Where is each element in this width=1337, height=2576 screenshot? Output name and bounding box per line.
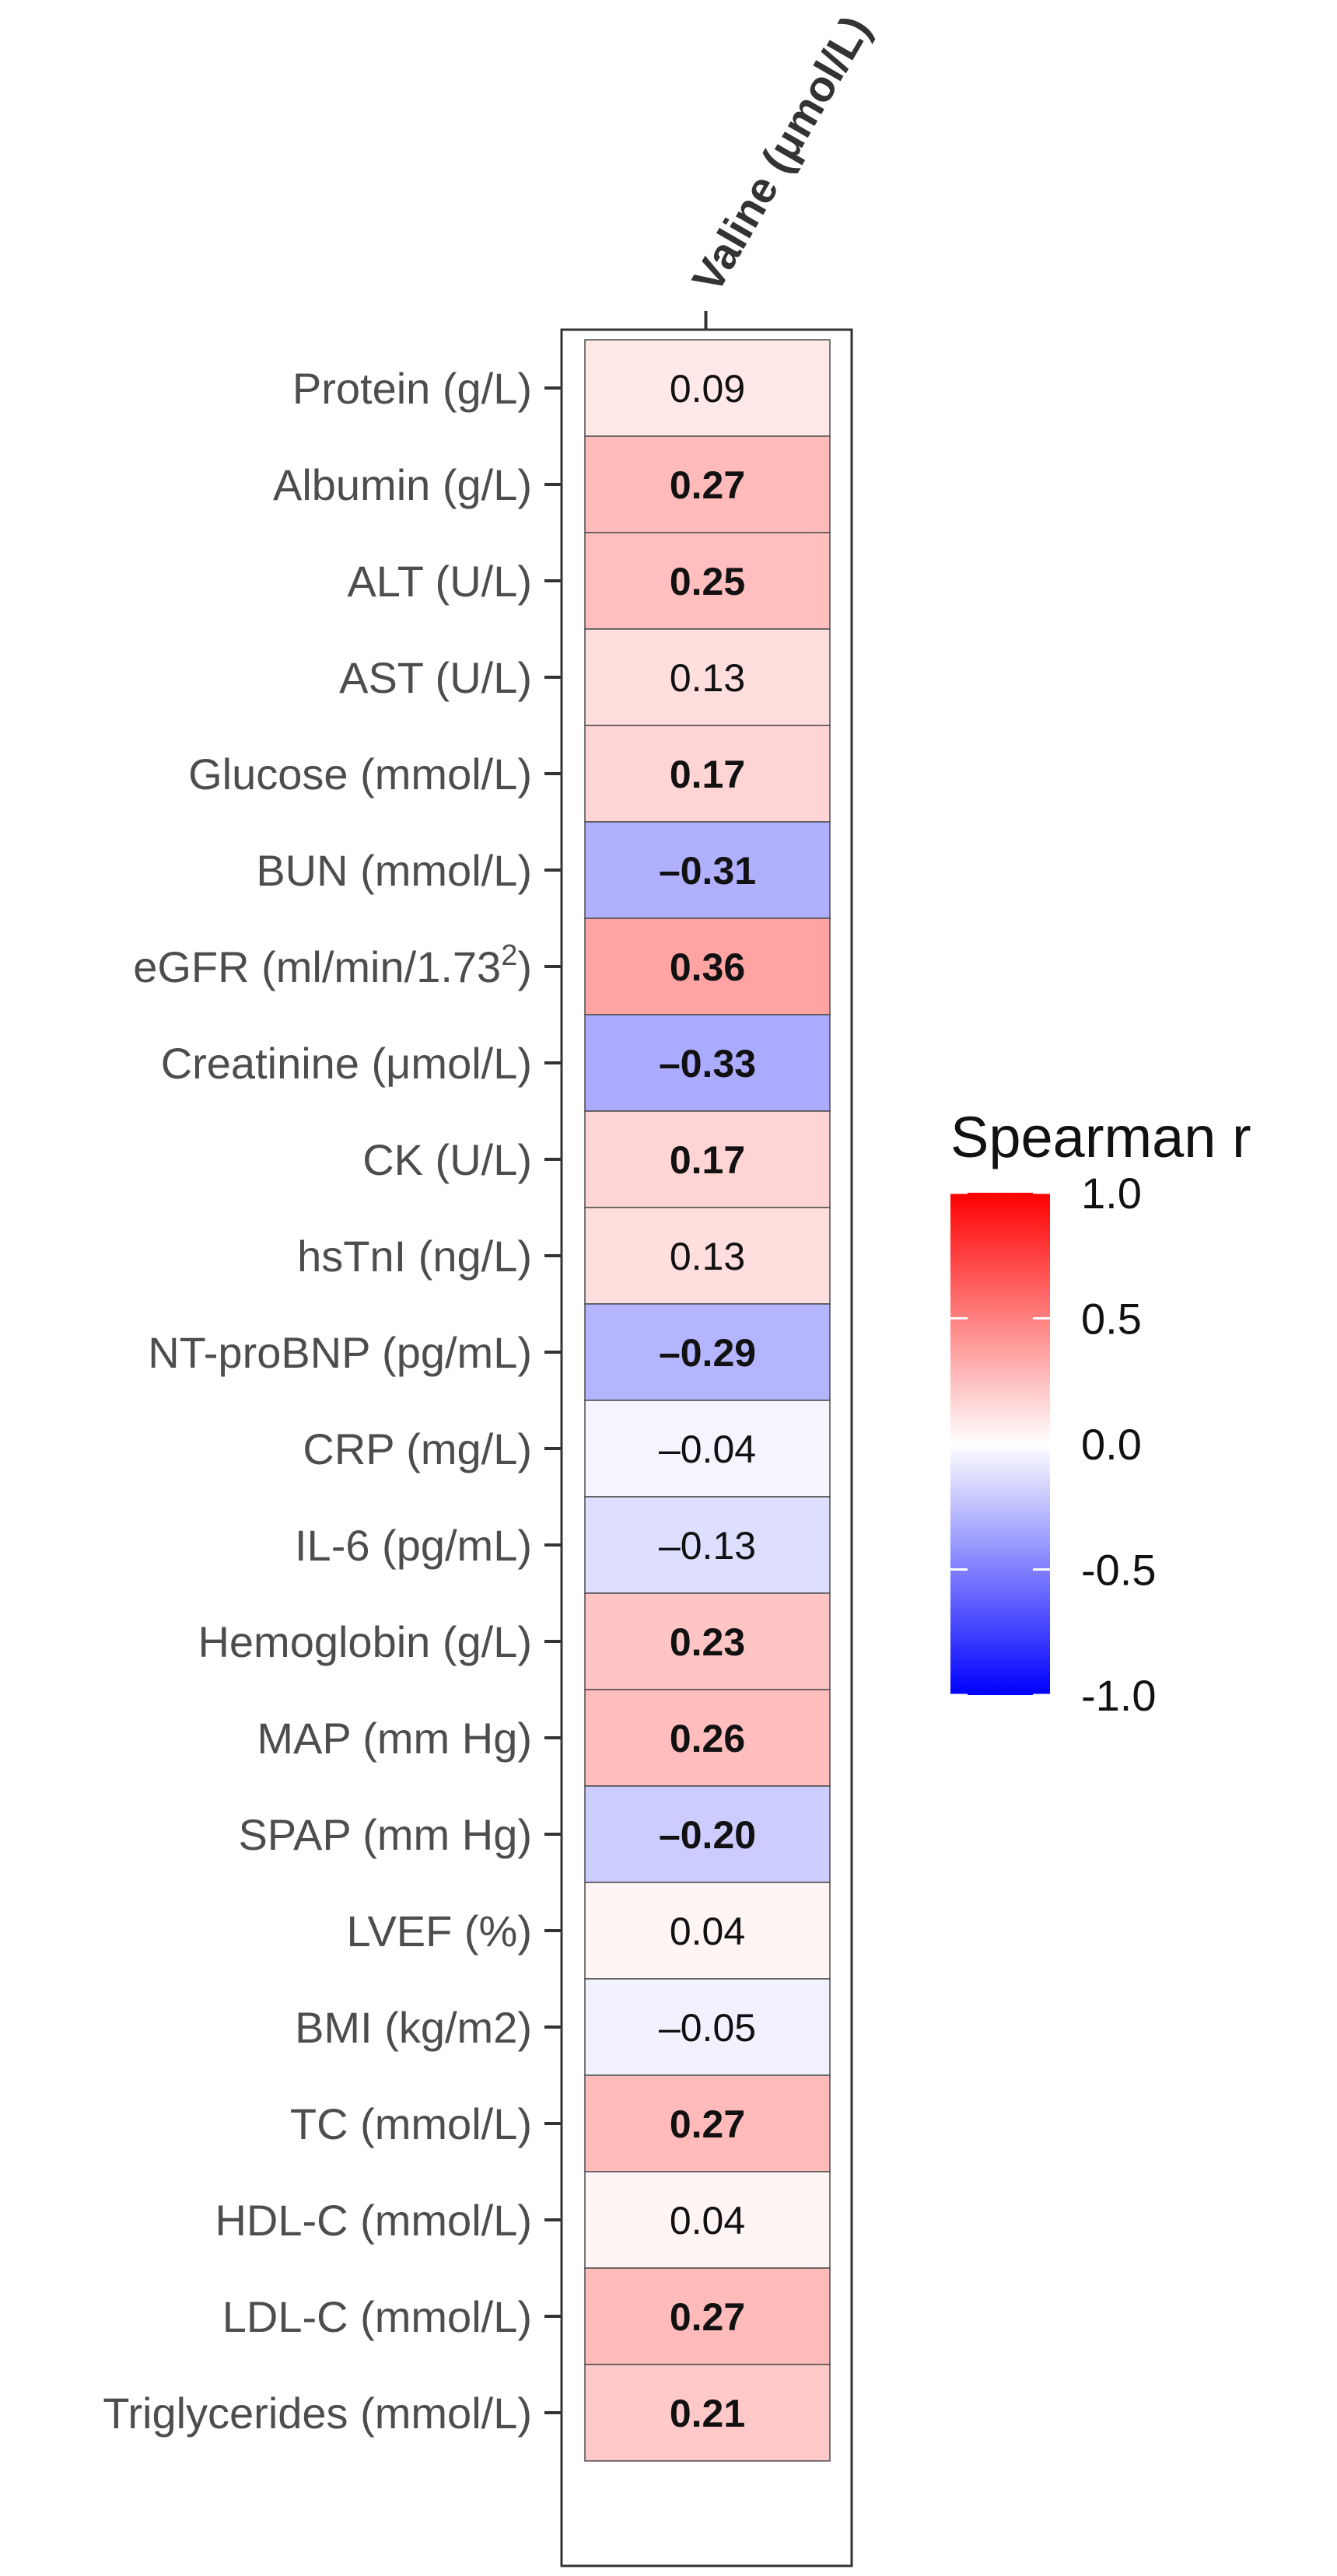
cell-value-label: –0.04: [659, 1428, 756, 1471]
row-label: LDL-C (mmol/L): [222, 2292, 532, 2341]
cell-value-label: –0.13: [659, 1524, 756, 1568]
heatmap-cell: [584, 2267, 831, 2365]
heatmap-cell: [584, 821, 831, 919]
cell-value-label: 0.04: [670, 1910, 745, 1953]
row-label: CRP (mg/L): [303, 1424, 532, 1473]
row-label: CK (U/L): [362, 1135, 532, 1184]
row-label: NT-proBNP (pg/mL): [148, 1328, 532, 1377]
row-label: hsTnI (ng/L): [297, 1232, 532, 1281]
row-label: MAP (mm Hg): [257, 1714, 532, 1763]
heatmap-cell: [584, 1496, 831, 1594]
row-label: eGFR (ml/min/1.732): [133, 939, 532, 991]
heatmap-cell: [584, 435, 831, 533]
row-label: Glucose (mmol/L): [188, 750, 532, 799]
cell-value-label: 0.13: [670, 656, 745, 700]
heatmap-cell: [584, 1689, 831, 1787]
cell-value-label: 0.27: [670, 463, 745, 507]
heatmap-cell: [584, 1882, 831, 1980]
legend-tick-label: 1.0: [1081, 1169, 1142, 1218]
row-label: LVEF (%): [346, 1907, 532, 1956]
row-label: Hemoglobin (g/L): [198, 1617, 532, 1666]
heatmap-cell: [584, 1014, 831, 1112]
heatmap-cell: [584, 1400, 831, 1498]
row-label-suffix: ): [517, 942, 532, 991]
row-label: ALT (U/L): [347, 557, 532, 606]
heatmap-cell: [584, 532, 831, 630]
legend-title: Spearman r: [950, 1105, 1251, 1169]
cell-value-label: 0.26: [670, 1717, 745, 1760]
cell-value-label: 0.09: [670, 367, 745, 411]
cell-value-label: 0.04: [670, 2199, 745, 2242]
heatmap-cell: [584, 1592, 831, 1690]
cell-value-label: 0.36: [670, 945, 745, 989]
row-label: BMI (kg/m2): [295, 2003, 532, 2052]
heatmap-cell: [584, 339, 831, 437]
row-label: Albumin (g/L): [273, 460, 532, 509]
row-label: Triglycerides (mmol/L): [103, 2389, 532, 2438]
cell-value-label: 0.27: [670, 2295, 745, 2339]
cell-value-label: 0.13: [670, 1235, 745, 1278]
row-label: BUN (mmol/L): [256, 846, 532, 895]
cell-value-label: 0.17: [670, 753, 745, 796]
row-label: TC (mmol/L): [290, 2099, 532, 2148]
cell-value-label: –0.31: [659, 849, 756, 893]
heatmap-cell: [584, 2171, 831, 2269]
cell-value-label: 0.25: [670, 560, 745, 603]
row-label: Protein (g/L): [292, 364, 532, 413]
legend-tick-label: 0.0: [1081, 1420, 1142, 1469]
heatmap-cell: [584, 918, 831, 1015]
cell-value-label: –0.20: [659, 1813, 756, 1857]
cell-value-label: –0.29: [659, 1331, 756, 1375]
heatmap-cell: [584, 2364, 831, 2462]
legend-tick-label: 0.5: [1081, 1295, 1142, 1344]
row-label: IL-6 (pg/mL): [295, 1521, 532, 1570]
cell-value-label: 0.21: [670, 2392, 745, 2435]
heatmap-cell: [584, 628, 831, 726]
heatmap-cell: [584, 2074, 831, 2172]
heatmap-cell: [584, 725, 831, 823]
cell-value-label: 0.23: [670, 1620, 745, 1664]
cell-value-label: –0.05: [659, 2006, 756, 2050]
heatmap-cell: [584, 1303, 831, 1401]
legend-tick-label: -1.0: [1081, 1671, 1157, 1720]
cell-value-label: 0.27: [670, 2102, 745, 2146]
row-label: HDL-C (mmol/L): [215, 2196, 532, 2245]
row-label: SPAP (mm Hg): [238, 1810, 532, 1859]
heatmap-cell: [584, 1110, 831, 1208]
row-label-superscript: 2: [501, 939, 517, 972]
heatmap-cell: [584, 1978, 831, 2076]
row-label: Creatinine (μmol/L): [161, 1039, 532, 1088]
column-label: Valine (μmol/L): [682, 8, 880, 300]
heatmap-cell: [584, 1207, 831, 1305]
cell-value-label: –0.33: [659, 1042, 756, 1085]
heatmap-cell: [584, 1785, 831, 1883]
cell-value-label: 0.17: [670, 1138, 745, 1182]
legend-tick-label: -0.5: [1081, 1546, 1157, 1595]
row-label: AST (U/L): [339, 653, 532, 702]
